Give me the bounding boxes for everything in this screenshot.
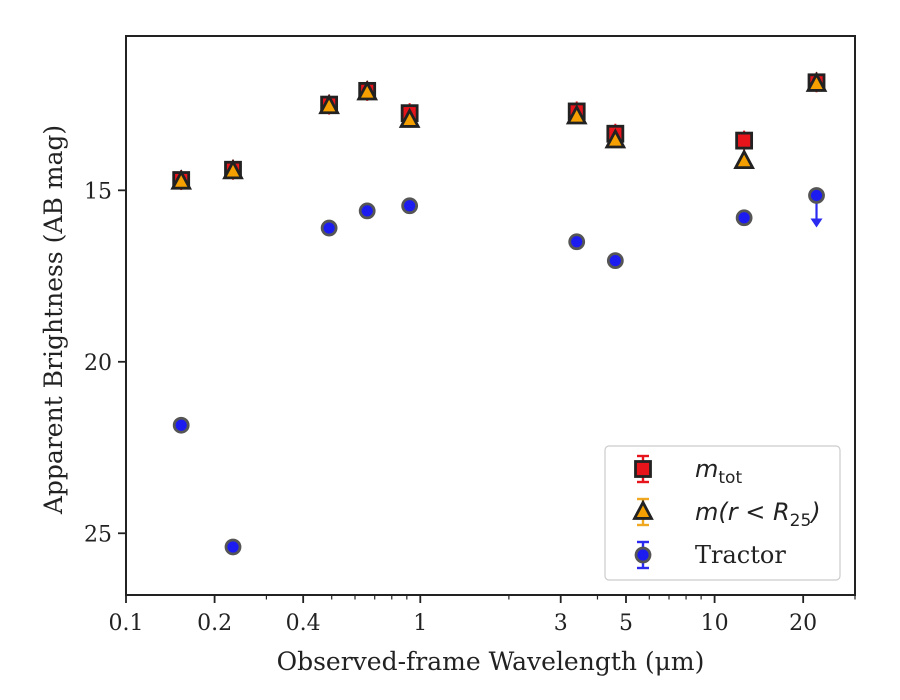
data-point-mr25 xyxy=(805,71,828,92)
data-point-tractor xyxy=(172,416,190,434)
data-point-mr25 xyxy=(318,93,340,115)
data-point-tractor xyxy=(224,538,242,556)
data-point-tractor xyxy=(606,252,624,270)
x-tick-label: 0.1 xyxy=(109,611,144,636)
x-tick-label: 10 xyxy=(701,611,729,636)
x-tick-label: 5 xyxy=(619,611,633,636)
data-point-tractor xyxy=(358,202,376,220)
x-tick-label: 1 xyxy=(413,611,427,636)
data-point-mr25 xyxy=(733,148,755,170)
x-tick-label: 0.2 xyxy=(197,611,232,636)
x-tick-label: 3 xyxy=(554,611,568,636)
data-point-tractor xyxy=(808,187,825,204)
legend-marker-mtot xyxy=(634,460,652,478)
y-tick-label: 20 xyxy=(84,351,112,376)
plot-area: 0.1 0.2 0.4 1 3 5 10 20 15 20 25 xyxy=(84,35,856,636)
legend: mtot m(r < R25) Tractor xyxy=(604,445,841,581)
legend-box xyxy=(604,445,841,581)
data-point-mr25 xyxy=(398,107,421,128)
data-point-tractor xyxy=(401,197,419,215)
x-axis-label: Observed-frame Wavelength (μm) xyxy=(277,647,705,676)
data-point-mr25 xyxy=(565,104,588,125)
data-point-mtot xyxy=(735,131,754,150)
legend-label: mtot xyxy=(695,455,742,488)
legend-marker-tractor xyxy=(634,546,652,564)
legend-label: m(r < R25) xyxy=(695,498,821,531)
legend-label: Tractor xyxy=(695,541,786,569)
plot-frame xyxy=(125,35,856,596)
data-point-tractor xyxy=(735,209,753,227)
legend-marker-mr25 xyxy=(632,499,654,520)
x-tick-label: 20 xyxy=(789,611,817,636)
data-point-mr25 xyxy=(170,169,193,190)
upper-limit-arrow-head xyxy=(810,218,823,228)
data-point-tractor xyxy=(568,233,586,251)
data-point-mr25 xyxy=(222,159,244,180)
data-point-tractor xyxy=(320,219,338,237)
y-axis-label: Apparent Brightness (AB mag) xyxy=(39,125,68,515)
y-tick-label: 15 xyxy=(84,179,112,204)
data-point-mr25 xyxy=(604,128,627,149)
y-tick-label: 25 xyxy=(84,522,112,547)
data-point-mr25 xyxy=(356,80,379,101)
x-tick-label: 0.4 xyxy=(286,611,321,636)
